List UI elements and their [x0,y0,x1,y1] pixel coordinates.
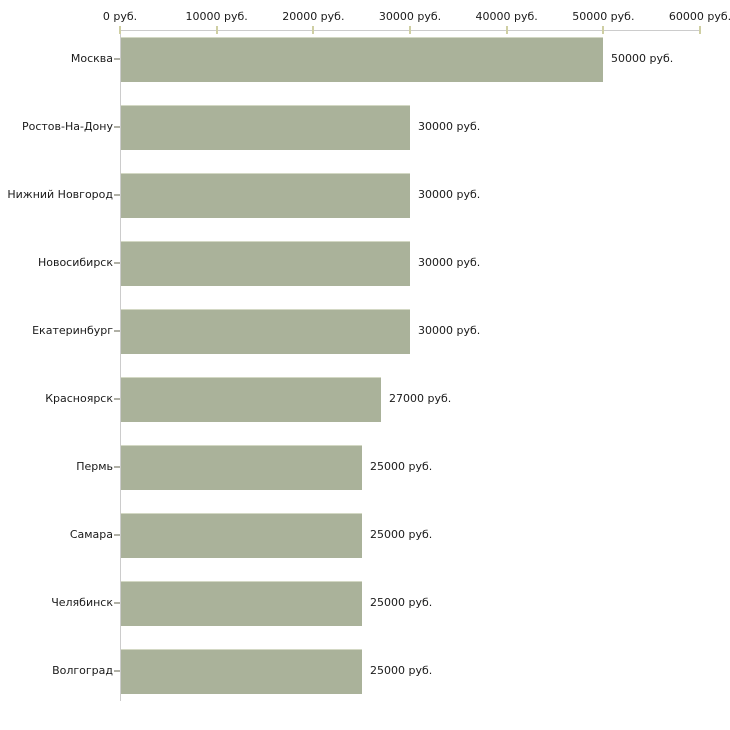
value-label: 25000 руб. [370,664,433,677]
value-label: 27000 руб. [389,392,452,405]
category-label: Нижний Новгород [7,188,113,201]
category-label: Ростов-На-Дону [21,120,113,133]
category-tick [114,534,120,536]
x-axis-tick [119,26,121,34]
category-label: Екатеринбург [32,324,113,337]
x-axis-tick [215,26,218,34]
bar [121,241,410,286]
value-label: 30000 руб. [418,120,481,133]
value-label: 30000 руб. [418,188,481,201]
x-axis-tick-label: 0 руб. [102,10,138,23]
category-tick [114,126,120,128]
category-tick [114,466,120,468]
bar [121,309,410,354]
bar [121,173,410,218]
category-tick [114,670,120,672]
category-tick [114,194,120,196]
x-axis-tick [505,26,508,34]
x-axis-tick-label: 20000 руб. [282,10,345,23]
x-axis-tick-label: 30000 руб. [378,10,442,23]
x-axis-tick-label: 60000 руб. [668,10,730,23]
x-axis-tick [699,26,701,34]
x-axis-tick [602,26,605,34]
value-label: 50000 руб. [611,52,674,65]
category-tick [114,330,120,332]
category-tick [114,602,120,604]
category-label: Новосибирск [37,256,113,269]
value-label: 25000 руб. [370,460,433,473]
bar [121,581,362,626]
x-axis-tick [409,26,411,34]
bar [121,649,362,694]
category-tick [114,398,120,400]
category-label: Москва [70,52,113,65]
category-label: Волгоград [52,664,113,677]
bar [121,445,362,490]
x-axis-tick-label: 40000 руб. [475,10,538,23]
category-tick [114,262,120,264]
x-axis-tick [312,26,315,34]
y-axis-line [120,30,121,701]
value-label: 30000 руб. [418,256,481,269]
bar [121,105,410,150]
bar [121,37,603,82]
category-label: Пермь [76,460,113,473]
value-label: 25000 руб. [370,528,433,541]
bar [121,377,381,422]
value-label: 25000 руб. [370,596,433,609]
x-axis-tick-label: 50000 руб. [572,10,635,23]
category-label: Красноярск [45,392,113,405]
bar [121,513,362,558]
category-label: Самара [69,528,113,541]
value-label: 30000 руб. [418,324,481,337]
category-label: Челябинск [51,596,113,609]
x-axis-tick-label: 10000 руб. [185,10,248,23]
category-tick [114,58,120,60]
